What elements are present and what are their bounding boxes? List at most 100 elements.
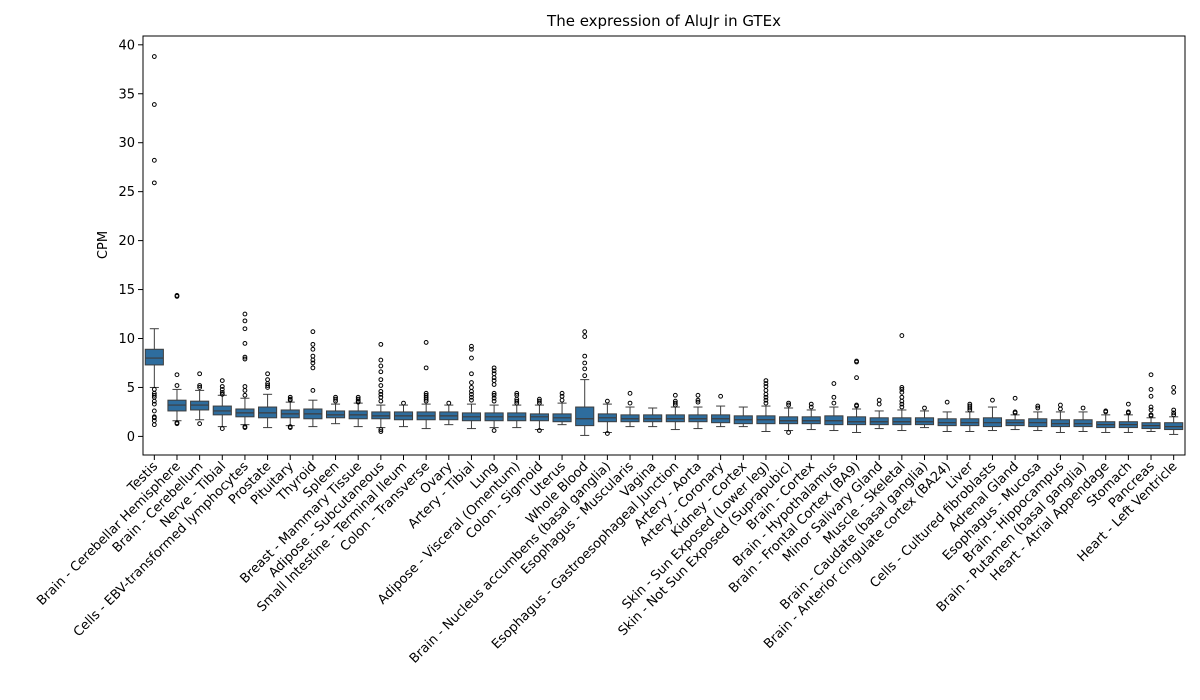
outlier-point bbox=[582, 366, 588, 372]
outlier-point bbox=[469, 391, 474, 397]
outlier-point bbox=[242, 356, 248, 362]
outlier-point bbox=[786, 430, 791, 435]
outlier-point bbox=[1012, 410, 1018, 416]
outlier-point bbox=[763, 397, 769, 403]
y-tick-label: 30 bbox=[118, 136, 135, 151]
outlier-point bbox=[355, 396, 361, 402]
outlier-point bbox=[469, 355, 474, 361]
outlier-point bbox=[967, 407, 973, 413]
outlier-point bbox=[559, 397, 565, 403]
outlier-point bbox=[423, 365, 429, 371]
plot-frame bbox=[142, 35, 1186, 456]
box-group bbox=[846, 358, 867, 433]
outlier-point bbox=[378, 341, 384, 347]
outlier-point bbox=[174, 421, 180, 427]
box-group bbox=[1073, 405, 1093, 433]
outlier-point bbox=[922, 405, 927, 411]
outlier-point bbox=[151, 422, 157, 428]
box-group bbox=[144, 54, 164, 428]
y-axis: 0 5 10 15 20 25 30 35 40 bbox=[118, 38, 143, 445]
box-group bbox=[688, 392, 708, 430]
box-group bbox=[348, 394, 368, 428]
outlier-point bbox=[219, 387, 225, 392]
outlier-point bbox=[151, 180, 157, 186]
outlier-point bbox=[265, 371, 270, 377]
outlier-point bbox=[808, 401, 814, 407]
outlier-point bbox=[491, 392, 497, 398]
outlier-point bbox=[1148, 404, 1154, 410]
outlier-point bbox=[491, 375, 497, 381]
outlier-point bbox=[310, 387, 316, 393]
outlier-point bbox=[219, 384, 225, 389]
outlier-point bbox=[1103, 409, 1109, 415]
outlier-point bbox=[582, 373, 588, 379]
box-group bbox=[1050, 402, 1070, 433]
outlier-point bbox=[1171, 385, 1177, 390]
outlier-point bbox=[401, 400, 406, 406]
box-group bbox=[325, 394, 346, 425]
outlier-point bbox=[537, 398, 542, 404]
outlier-point bbox=[265, 385, 270, 390]
y-tick-label: 15 bbox=[118, 283, 135, 298]
box-group bbox=[529, 396, 549, 433]
outlier-point bbox=[219, 426, 225, 431]
outlier-point bbox=[219, 378, 225, 383]
outlier-point bbox=[1171, 412, 1177, 418]
outlier-point bbox=[151, 102, 157, 107]
outlier-point bbox=[378, 398, 384, 404]
outlier-point bbox=[627, 390, 633, 396]
y-tick-label: 35 bbox=[118, 87, 135, 102]
outlier-point bbox=[786, 402, 791, 408]
outlier-point bbox=[1148, 387, 1154, 392]
outlier-point bbox=[831, 394, 837, 400]
outlier-point bbox=[423, 396, 429, 402]
outlier-point bbox=[808, 404, 814, 410]
outlier-point bbox=[197, 421, 203, 427]
outlier-point bbox=[604, 431, 610, 436]
outlier-point bbox=[876, 401, 882, 407]
outlier-point bbox=[695, 399, 701, 405]
outlier-point bbox=[582, 353, 588, 359]
box-group bbox=[892, 333, 912, 432]
box-group bbox=[1028, 403, 1048, 432]
outlier-point bbox=[242, 326, 248, 332]
outlier-point bbox=[831, 400, 837, 406]
outlier-point bbox=[151, 415, 157, 421]
outlier-point bbox=[333, 398, 338, 404]
box bbox=[846, 416, 867, 426]
outlier-point bbox=[537, 428, 542, 433]
box-group bbox=[733, 406, 753, 428]
outlier-point bbox=[1171, 410, 1177, 416]
outlier-point bbox=[469, 343, 474, 349]
outlier-point bbox=[786, 400, 791, 406]
outlier-point bbox=[672, 392, 678, 398]
box-group bbox=[779, 400, 799, 435]
outlier-point bbox=[469, 380, 474, 385]
box-group bbox=[597, 398, 617, 436]
outlier-point bbox=[491, 428, 497, 433]
outlier-point bbox=[854, 375, 859, 381]
outlier-point bbox=[491, 398, 497, 404]
y-tick-label: 0 bbox=[127, 430, 135, 445]
outlier-point bbox=[899, 387, 905, 392]
box-group bbox=[1005, 395, 1025, 431]
outlier-point bbox=[446, 400, 452, 406]
outlier-point bbox=[242, 318, 248, 324]
outlier-point bbox=[627, 400, 633, 406]
box-group bbox=[960, 401, 980, 433]
outlier-point bbox=[469, 397, 474, 403]
box-group bbox=[801, 401, 821, 431]
outlier-point bbox=[831, 381, 837, 386]
outlier-point bbox=[378, 377, 384, 383]
box-group bbox=[461, 343, 482, 430]
outlier-point bbox=[469, 394, 474, 400]
outlier-point bbox=[990, 397, 995, 403]
box-group bbox=[371, 341, 391, 434]
outlier-point bbox=[1080, 405, 1086, 411]
outlier-point bbox=[1012, 395, 1018, 401]
outlier-point bbox=[310, 365, 316, 371]
box-group bbox=[575, 329, 595, 436]
outlier-point bbox=[469, 371, 474, 377]
outlier-point bbox=[174, 383, 180, 388]
